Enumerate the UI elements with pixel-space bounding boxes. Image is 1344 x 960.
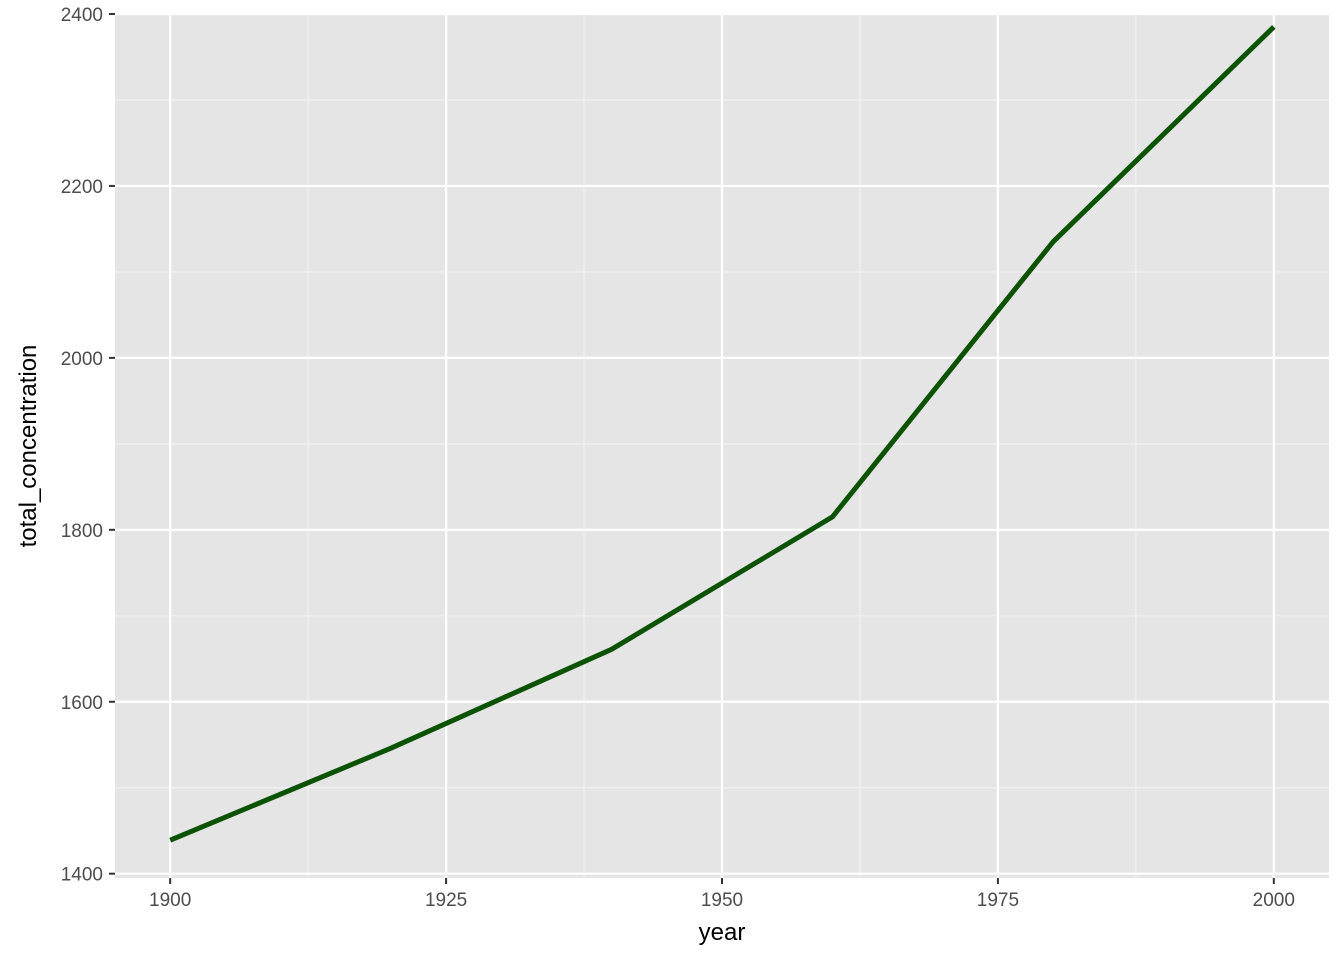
y-tick-label: 2400	[61, 5, 103, 26]
x-tick-label: 2000	[1253, 890, 1295, 911]
y-tick-label: 1400	[61, 865, 103, 886]
y-tick-label: 1800	[61, 521, 103, 542]
x-tick-label: 1975	[977, 890, 1019, 911]
y-tick-label: 1600	[61, 693, 103, 714]
x-axis-tick-labels: 1900 1925 1950 1975 2000	[149, 890, 1295, 911]
series-layer	[169, 25, 1276, 843]
x-tick-label: 1950	[701, 890, 743, 911]
y-tick-label: 2000	[61, 349, 103, 370]
y-axis-tick-labels: 1400 1600 1800 2000 2200 2400	[61, 5, 103, 886]
axis-ticks	[109, 13, 1275, 884]
major-gridlines	[115, 12, 1329, 878]
y-axis-title: total_concentration	[15, 345, 42, 548]
x-axis-title: year	[699, 919, 746, 946]
x-tick-label: 1925	[425, 890, 467, 911]
x-tick-label: 1900	[149, 890, 191, 911]
series-line	[169, 25, 1276, 843]
y-tick-label: 2200	[61, 177, 103, 198]
